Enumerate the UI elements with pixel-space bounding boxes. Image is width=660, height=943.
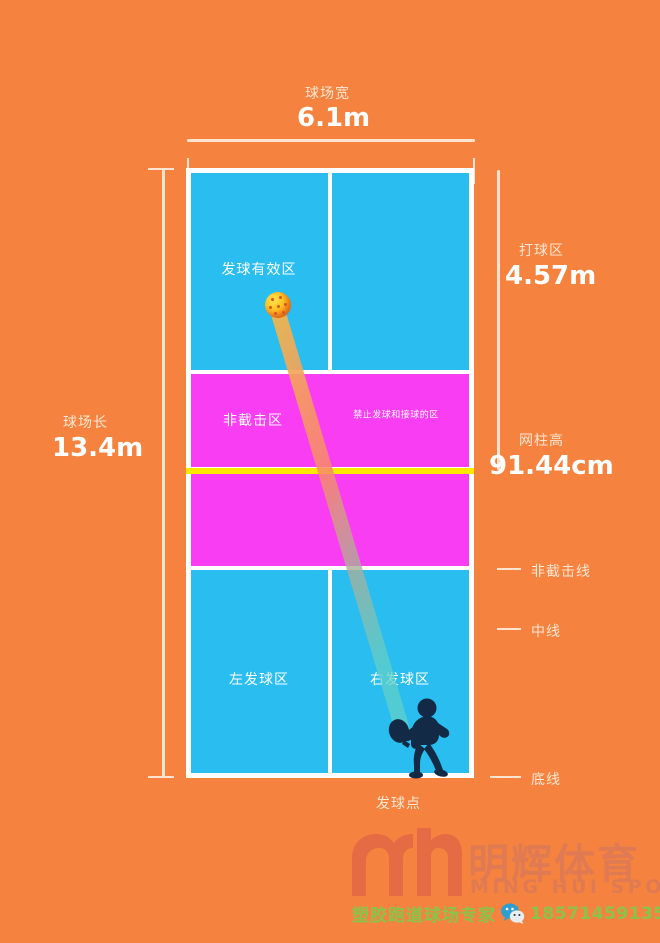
non-volley-zone-label: 非截击区: [223, 413, 283, 429]
no-serve-receive-label: 禁止发球和接球的区: [353, 410, 439, 421]
brand-tagline: 塑胶跑道球场专家 18571459135: [352, 901, 660, 926]
net-post-label: 网柱高: [519, 433, 564, 449]
wechat-icon: [501, 903, 525, 924]
net-post-value: 91.44cm: [489, 451, 614, 481]
brand-name-cn: 明辉体育: [468, 840, 640, 888]
top-right-serve-zone: [332, 173, 469, 370]
serve-point-label: 发球点: [376, 796, 421, 812]
mh-monogram-icon: [352, 828, 462, 896]
net-line: [186, 468, 474, 474]
court-inner: 发球有效区 非截击区 禁止发球和接球的区 左发球区 右发球区: [186, 173, 474, 773]
play-area-value: 4.57m: [505, 261, 597, 291]
non-volley-line-label: 非截击线: [531, 564, 591, 580]
court-width-label: 球场宽: [305, 86, 350, 102]
brand-name-en: MING HUI SPORTS: [470, 876, 660, 898]
width-tick-right: [473, 158, 475, 184]
center-line-leader: [497, 628, 521, 630]
baseline-leader: [490, 776, 521, 778]
player-silhouette-icon: [388, 698, 450, 779]
tagline-phone: 18571459135: [530, 903, 660, 924]
court-length-value: 13.4m: [52, 433, 144, 463]
tagline-text: 塑胶跑道球场专家: [352, 906, 496, 926]
serve-valid-zone-label: 发球有效区: [221, 262, 297, 278]
length-tick-top: [148, 168, 174, 170]
length-dimension-bar: [162, 168, 165, 778]
left-serve-zone-label: 左发球区: [229, 672, 289, 688]
pickleball-icon: [265, 292, 291, 318]
length-tick-bottom: [148, 776, 174, 778]
court-length-label: 球场长: [63, 415, 108, 431]
court-width-value: 6.1m: [297, 103, 371, 133]
center-line-label: 中线: [531, 624, 561, 640]
play-area-dimension-bar: [497, 170, 500, 470]
pickleball-court: 发球有效区 非截击区 禁止发球和接球的区 左发球区 右发球区: [186, 168, 474, 778]
right-serve-zone-label: 右发球区: [370, 672, 430, 688]
non-volley-line-leader: [497, 568, 521, 570]
bottom-non-volley-zone: [191, 474, 469, 566]
play-area-label: 打球区: [519, 243, 564, 259]
brand-logo: 明辉体育 MING HUI SPORTS: [350, 828, 660, 900]
width-dimension-bar: [187, 139, 475, 142]
baseline-label: 底线: [531, 772, 561, 788]
